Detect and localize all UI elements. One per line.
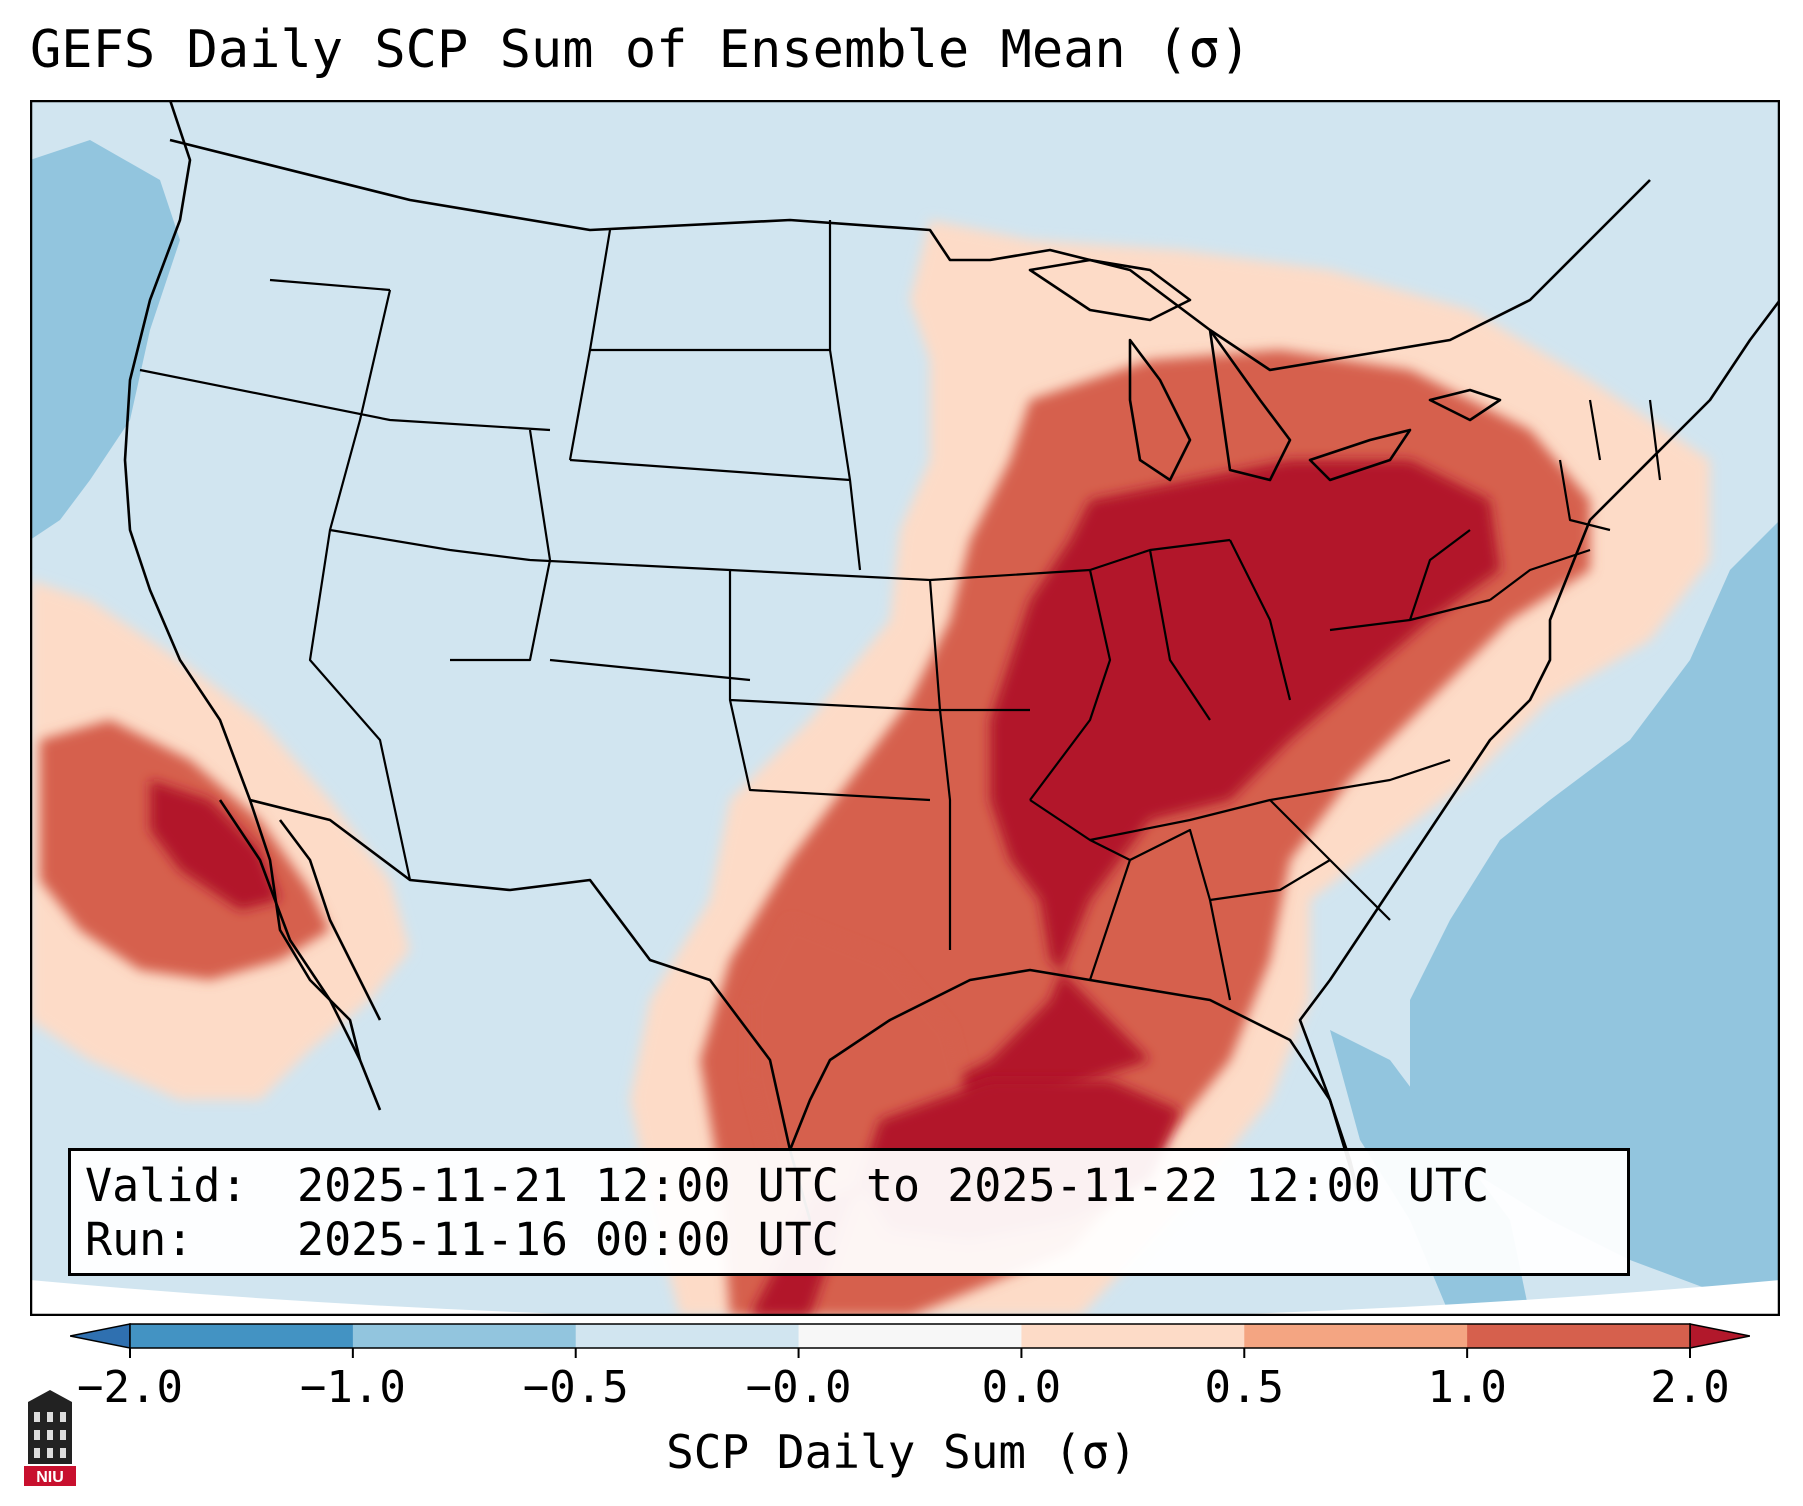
great-lakes-outline: [1028, 258, 1502, 482]
colorbar-tick-label: −1.0: [300, 1362, 406, 1413]
colorbar-tick-label: −0.0: [746, 1362, 852, 1413]
east-coast-outline: [1298, 299, 1780, 1201]
valid-label: Valid:: [85, 1159, 248, 1212]
colorbar-tick-label: −2.0: [77, 1362, 183, 1413]
colorbar-swatch: [352, 1324, 577, 1348]
canada-border: [169, 138, 1651, 372]
colorbar-swatch: [575, 1324, 800, 1348]
atlantic-ocean-field: [1410, 520, 1780, 1316]
west-coast-outline: [123, 100, 362, 1061]
chart-title: GEFS Daily SCP Sum of Ensemble Mean (σ): [30, 20, 1251, 80]
scp-heatmap-map: [30, 100, 1780, 1316]
valid-value: 2025-11-21 12:00 UTC to 2025-11-22 12:00…: [297, 1159, 1490, 1212]
colorbar-tick-label: −0.5: [523, 1362, 629, 1413]
valid-run-info-box: Valid: 2025-11-21 12:00 UTC to 2025-11-22…: [68, 1148, 1630, 1276]
run-value: 2025-11-16 00:00 UTC: [297, 1213, 839, 1266]
valid-row: Valid: 2025-11-21 12:00 UTC to 2025-11-22…: [85, 1159, 1613, 1213]
state-borders: [139, 220, 1662, 1001]
colorbar-frame: [129, 1323, 1691, 1349]
run-label: Run:: [85, 1213, 194, 1266]
colorbar-swatch: [798, 1324, 1022, 1348]
colorbar-extend-under: [70, 1323, 131, 1349]
colorbar-tick-label: 1.0: [1427, 1362, 1506, 1413]
gulf-coast-outline: [788, 968, 1362, 1201]
colorbar-tick-label: 0.0: [982, 1362, 1061, 1413]
niu-logo-icon: NIU: [24, 1390, 76, 1486]
colorbar-tick-label: 0.5: [1205, 1362, 1284, 1413]
colorbar-swatch: [1467, 1324, 1691, 1348]
colorbar-swatch: [1021, 1324, 1245, 1348]
pacific-anomaly-core: [150, 780, 280, 910]
mexico-border: [249, 798, 812, 1221]
colorbar: −2.0 −1.0 −0.5 −0.0 0.0 0.5 1.0 2.0: [70, 1323, 1750, 1413]
colorbar-swatch: [1244, 1324, 1468, 1348]
pacific-ocean-field: [30, 140, 180, 540]
colorbar-label: SCP Daily Sum (σ): [666, 1425, 1137, 1479]
projection-edge: [30, 1280, 1780, 1316]
map-frame: [30, 100, 1780, 1316]
colorbar-extend-over: [1689, 1323, 1750, 1349]
niu-logo-text: NIU: [36, 1469, 64, 1486]
run-row: Run: 2025-11-16 00:00 UTC: [85, 1213, 1613, 1267]
colorbar-swatch: [130, 1324, 354, 1348]
baja-outline: [218, 799, 382, 1111]
colorbar-tick-label: 2.0: [1650, 1362, 1729, 1413]
